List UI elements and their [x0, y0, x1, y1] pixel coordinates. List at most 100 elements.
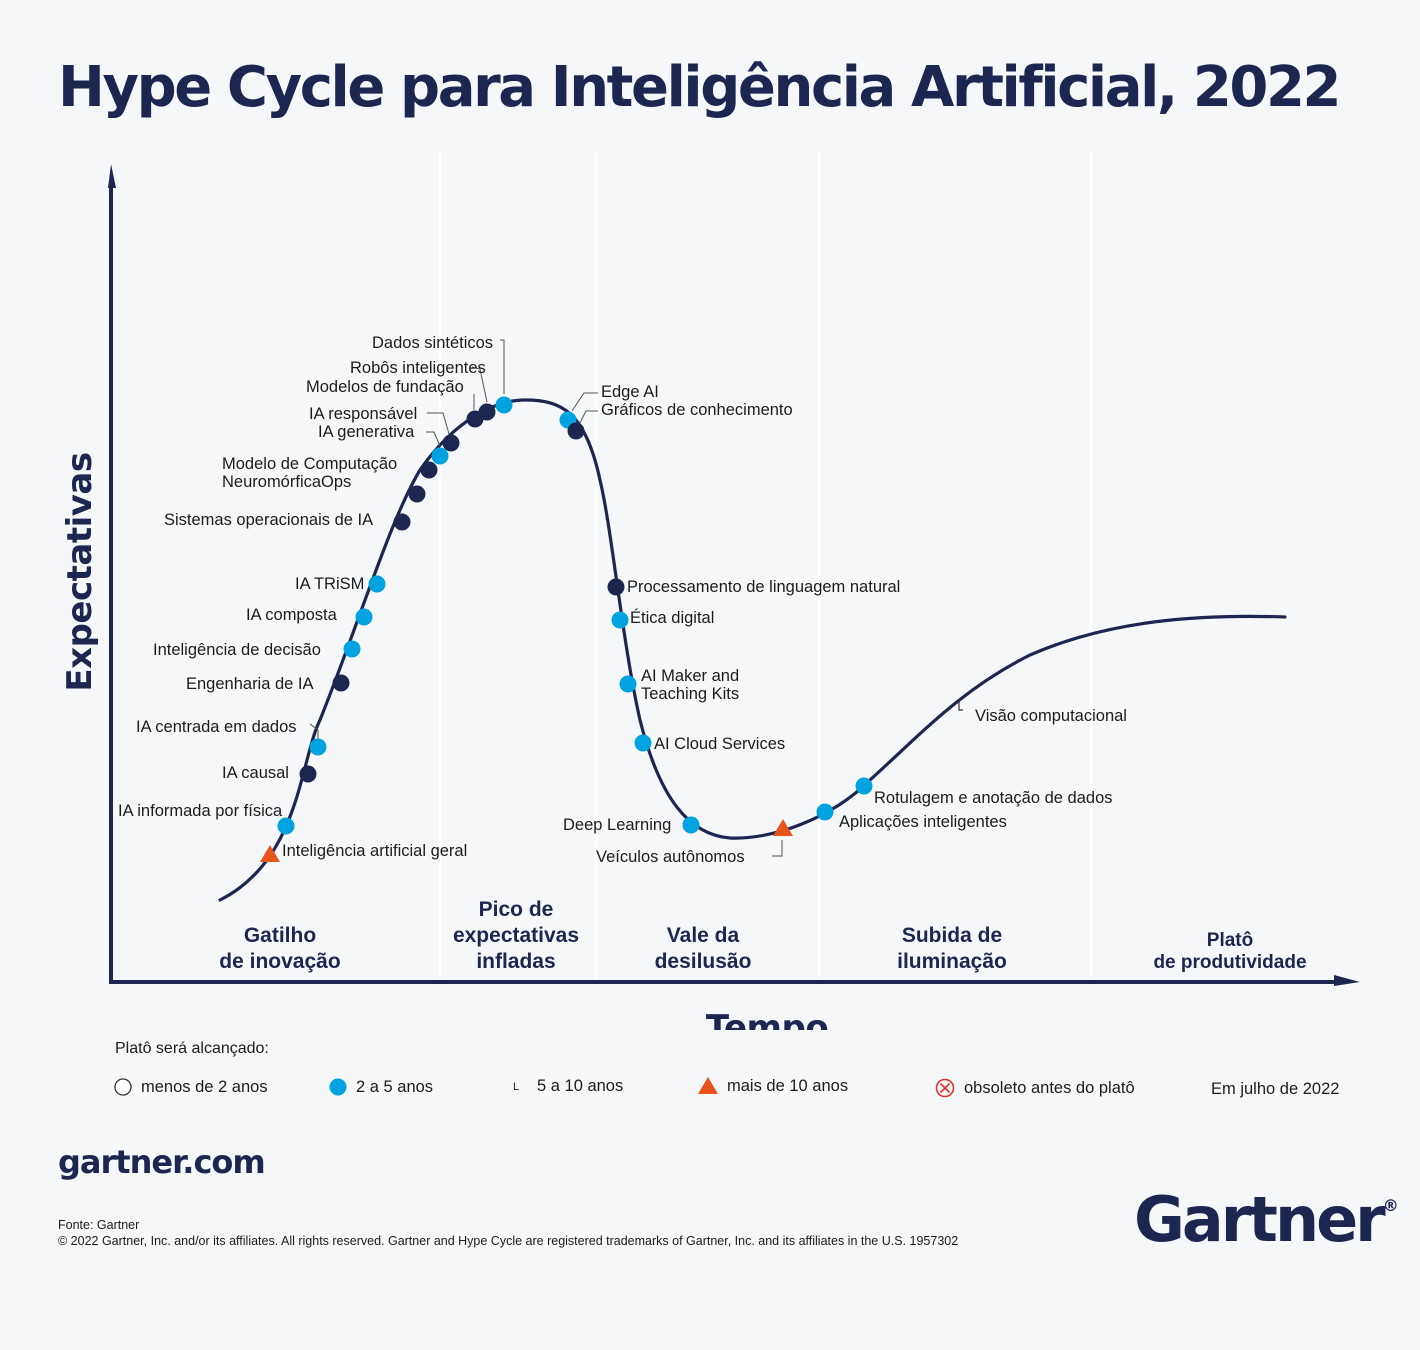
legend-item-5to10: L 5 a 10 anos [513, 1077, 623, 1096]
phase-label-line: iluminação [897, 950, 1007, 973]
phase-label-line: Platô [1207, 930, 1253, 951]
source-note: Fonte: Gartner [58, 1218, 140, 1232]
marker-inteligencia-artificial-geral [260, 845, 280, 862]
marker-veiculos-autonomos [773, 819, 793, 836]
y-axis-arrow [108, 164, 116, 188]
marker-aplicacoes-inteligentes [816, 803, 834, 821]
label-visao-computacional: Visão computacional [975, 707, 1127, 725]
legend-label-obs: obsoleto antes do platô [964, 1078, 1135, 1097]
phase-label-line: Gatilho [244, 924, 316, 947]
phase-label-line: de inovação [219, 950, 340, 973]
legend-item-gt10: mais de 10 anos [697, 1076, 848, 1096]
label-inteligencia-de-decisao: Inteligência de decisão [153, 641, 321, 659]
legend-title: Platô será alcançado: [115, 1040, 269, 1057]
label-graficos-de-conhecimento: Gráficos de conhecimento [601, 401, 793, 419]
phase-label-line: de produtividade [1153, 952, 1306, 973]
hype-curve [218, 398, 1287, 902]
phase-label-pico-de-expectativas-infladas: Pico de expectativas infladas [453, 898, 579, 973]
label-ia-centrada-em-dados: IA centrada em dados [136, 718, 297, 736]
label-dados-sinteticos: Dados sintéticos [372, 334, 493, 352]
label-ia-trism: IA TRiSM [295, 575, 364, 593]
marker-etica-digital [611, 611, 629, 629]
marker-ai-maker-and [619, 675, 637, 693]
crossed-circle-icon [935, 1078, 955, 1098]
copyright-note: © 2022 Gartner, Inc. and/or its affiliat… [58, 1234, 959, 1248]
logo-registered-mark: ® [1382, 1196, 1399, 1215]
label-modelo-de-computacao: Modelo de Computação [222, 455, 397, 473]
y-axis-label: Expectativas [60, 452, 100, 691]
legend-label-2to5: 2 a 5 anos [356, 1077, 434, 1096]
label-ai-maker-and: AI Maker and [641, 667, 739, 685]
phase-label-vale-da-desilusao: Vale da desilusão [655, 924, 752, 973]
phase-label-line: Subida de [902, 924, 1002, 947]
marker-processamento-de-linguagem-natural [607, 578, 625, 596]
legend-item-obs: obsoleto antes do platô [934, 1077, 1135, 1099]
page-title: Hype Cycle para Inteligência Artificial,… [58, 55, 1342, 120]
label-robos-inteligentes: Robôs inteligentes [350, 359, 486, 377]
phase-label-line: expectativas [453, 924, 579, 947]
label-rotulagem-e-anotacao-de-dados: Rotulagem e anotação de dados [874, 789, 1113, 807]
axes [108, 164, 1360, 986]
as-of-date: Em julho de 2022 [1211, 1080, 1339, 1099]
label-ia-responsavel: IA responsável [309, 405, 417, 423]
legend-label-5to10: 5 a 10 anos [537, 1077, 624, 1095]
site-url[interactable]: gartner.com [58, 1143, 266, 1181]
marker-ia-generativa [431, 447, 449, 465]
marker-ia-trism [368, 575, 386, 593]
technology-labels: Inteligência artificial geral IA informad… [118, 334, 1127, 866]
leader-line-ia-responsavel [427, 412, 450, 435]
marker-ia-causal [299, 765, 317, 783]
x-axis-arrow [1334, 975, 1360, 986]
label-engenharia-de-ia: Engenharia de IA [186, 675, 314, 693]
logo-text: Gartner [1134, 1183, 1386, 1256]
as-of-text: Em julho de 2022 [1211, 1080, 1340, 1098]
phase-label-plato-de-produtividade: Platô de produtividade [1153, 930, 1306, 973]
label-teaching-kits: Teaching Kits [641, 685, 739, 703]
phase-label-line: Pico de [479, 898, 554, 921]
legend-item-lt2: menos de 2 anos [113, 1077, 268, 1097]
gartner-logo: Gartner® [1134, 1183, 1399, 1256]
hollow-circle-icon [114, 1078, 132, 1096]
label-aplicacoes-inteligentes: Aplicações inteligentes [839, 813, 1007, 831]
leader-line-graficos-de-conhecimento [579, 410, 598, 424]
leader-lines [309, 339, 783, 857]
marker-dados-sinteticos [495, 396, 513, 414]
marker-visao-computacional [958, 699, 963, 711]
label-processamento-de-linguagem-natural: Processamento de linguagem natural [627, 578, 900, 596]
label-neuromorficaops: NeuromórficaOps [222, 473, 351, 491]
label-etica-digital: Ética digital [630, 608, 714, 627]
label-ia-causal: IA causal [222, 764, 289, 782]
label-ia-informada-por-fisica: IA informada por física [118, 802, 283, 820]
label-ai-cloud-services: AI Cloud Services [654, 735, 785, 753]
hype-cycle-chart: Expectativas Tempo Inteligência artifici… [60, 152, 1360, 1030]
marker-ia-informada-por-fisica [277, 817, 295, 835]
phase-label-line: infladas [476, 950, 555, 973]
label-edge-ai: Edge AI [601, 383, 659, 401]
label-ia-composta: IA composta [246, 606, 338, 624]
phase-label-subida-de-iluminacao: Subida de iluminação [897, 924, 1007, 973]
leader-line-edge-ai [571, 392, 598, 412]
marker-modelo-de-computacao [408, 485, 426, 503]
marker-sistemas-operacionais-de-ia [393, 513, 411, 531]
leader-line-ia-generativa [426, 431, 441, 447]
marker-ia-responsavel [442, 434, 460, 452]
leader-line-dados-sinteticos [500, 339, 505, 394]
marker-inteligencia-de-decisao [343, 640, 361, 658]
legend-label-lt2: menos de 2 anos [141, 1077, 268, 1096]
leader-line-robos-inteligentes [471, 366, 488, 403]
technology-markers [260, 396, 963, 862]
phase-dividers [438, 152, 1093, 978]
legend-symbol-5to10: L [513, 1080, 520, 1093]
x-axis-label: Tempo [706, 1008, 828, 1030]
marker-rotulagem-e-anotacao-de-dados [855, 777, 873, 795]
label-sistemas-operacionais-de-ia: Sistemas operacionais de IA [164, 511, 373, 529]
phase-label-line: desilusão [655, 950, 752, 973]
marker-engenharia-de-ia [332, 674, 350, 692]
marker-deep-learning [682, 816, 700, 834]
label-modelos-de-fundacao: Modelos de fundação [306, 378, 464, 396]
marker-neuromorficaops [420, 461, 438, 479]
label-ia-generativa: IA generativa [318, 423, 415, 441]
marker-graficos-de-conhecimento [567, 422, 585, 440]
phase-labels: Gatilho de inovação Pico de expectativas inf… [219, 898, 1306, 973]
legend-item-2to5: 2 a 5 anos [328, 1077, 433, 1097]
